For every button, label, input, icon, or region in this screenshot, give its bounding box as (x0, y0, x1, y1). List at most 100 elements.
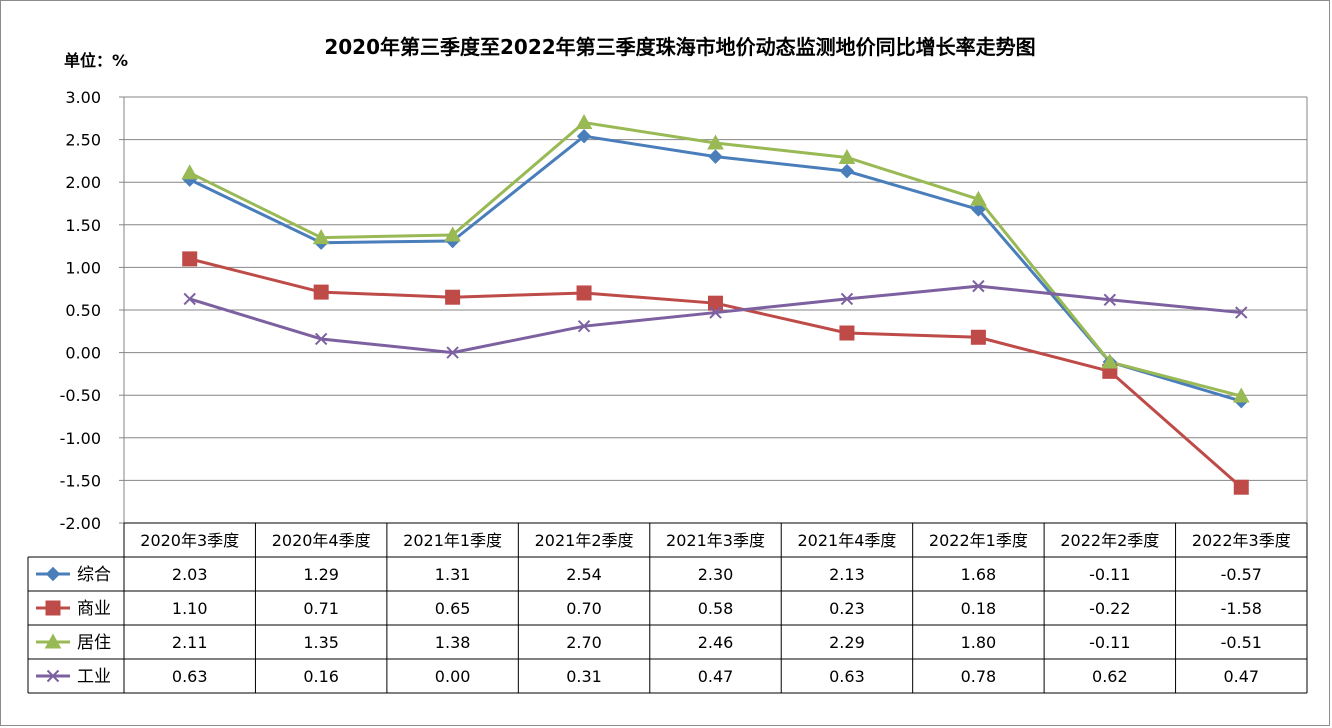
series-name: 工业 (77, 667, 111, 687)
series-markers (181, 114, 1250, 495)
table-cell: 0.63 (829, 667, 865, 686)
data-point (182, 251, 198, 267)
data-point (1101, 353, 1119, 369)
data-point (972, 279, 985, 293)
category-label: 2021年2季度 (535, 531, 634, 550)
legend-key-marker (45, 566, 61, 582)
chart-title: 2020年第三季度至2022年第三季度珠海市地价动态监测地价同比增长率走势图 (324, 35, 1035, 59)
y-tick-label: 2.50 (65, 131, 101, 150)
data-point (313, 284, 329, 300)
table-cell: 2.30 (698, 565, 734, 584)
data-point (314, 332, 328, 346)
category-label: 2020年3季度 (140, 531, 239, 550)
marker-stroke (1235, 306, 1248, 319)
table-cell: 0.71 (303, 599, 339, 618)
table-cell: -0.22 (1089, 599, 1130, 618)
table-cell: 0.70 (566, 599, 602, 618)
y-tick-label: 0.50 (65, 301, 101, 320)
data-point (1235, 306, 1248, 319)
unit-label: 单位：% (64, 51, 128, 70)
data-point (446, 346, 459, 359)
data-point (575, 114, 593, 130)
data-point (708, 149, 723, 164)
legend-key-marker (45, 600, 61, 616)
y-tick-label: 2.00 (65, 173, 101, 192)
category-label: 2021年4季度 (797, 531, 896, 550)
category-label: 2022年2季度 (1060, 531, 1159, 550)
y-tick-label: -1.00 (60, 429, 101, 448)
series-name: 综合 (77, 565, 111, 585)
data-point (576, 128, 592, 144)
data-point (445, 289, 461, 305)
marker-stroke (1103, 293, 1117, 306)
marker-stroke (446, 346, 459, 359)
table-cell: 0.16 (303, 667, 339, 686)
data-point (707, 134, 724, 150)
table-cell: 0.23 (829, 599, 865, 618)
table-cell: 0.62 (1092, 667, 1128, 686)
category-label: 2022年1季度 (929, 531, 1028, 550)
y-tick-label: 3.00 (65, 88, 101, 107)
table-cell: 1.31 (435, 565, 471, 584)
data-table: 2020年3季度 2020年4季度 2021年1季度 2021年2季度 2021年3季度… (27, 522, 1308, 694)
y-tick-label: -2.00 (60, 514, 101, 533)
marker-stroke (183, 292, 196, 306)
data-point (970, 190, 987, 206)
y-axis-ticks: 3.00 2.50 2.00 1.50 1.00 0.50 0.00 -0.50 -1.00 -1… (60, 88, 101, 533)
category-label: 2021年3季度 (666, 531, 765, 550)
marker-stroke (972, 279, 985, 293)
table-cell: 1.29 (303, 565, 339, 584)
table-cell: -0.51 (1221, 633, 1262, 652)
data-point (312, 229, 330, 245)
marker-stroke (709, 306, 722, 319)
table-cell: 0.31 (566, 667, 602, 686)
table-cell: 0.58 (698, 599, 734, 618)
series-name: 居住 (77, 633, 111, 653)
data-point (970, 329, 986, 345)
category-label: 2022年3季度 (1192, 531, 1291, 550)
legend-key-marker (44, 633, 62, 649)
table-cell: 2.11 (172, 633, 208, 652)
table-cell: -0.57 (1221, 565, 1262, 584)
table-cell: 2.46 (698, 633, 734, 652)
table-cell: 2.29 (829, 633, 865, 652)
table-cell: 2.70 (566, 633, 602, 652)
table-cell: 0.18 (961, 599, 997, 618)
table-cell: 0.00 (435, 667, 471, 686)
data-point (577, 319, 591, 333)
data-point (840, 292, 854, 306)
table-cell: 1.68 (961, 565, 997, 584)
table-cell: 0.63 (172, 667, 208, 686)
series-line-1 (189, 257, 1243, 489)
table-cell: -0.11 (1089, 633, 1130, 652)
table-cell: 1.80 (961, 633, 997, 652)
data-point (971, 202, 986, 217)
data-point (838, 148, 856, 164)
table-cell: -0.11 (1089, 565, 1130, 584)
table-cell: 0.47 (1223, 667, 1259, 686)
table-cell: 2.54 (566, 565, 602, 584)
y-tick-label: -1.50 (60, 471, 101, 490)
table-cell: 1.38 (435, 633, 471, 652)
table-cell: 0.78 (961, 667, 997, 686)
table-cell: 1.35 (303, 633, 339, 652)
y-tick-label: 1.00 (65, 258, 101, 277)
table-cell: 2.13 (829, 565, 865, 584)
series-name: 商业 (77, 599, 111, 619)
data-point (444, 226, 461, 242)
y-tick-label: 1.50 (65, 216, 101, 235)
table-cell: 1.10 (172, 599, 208, 618)
y-tick-label: -0.50 (60, 386, 101, 405)
marker-stroke (577, 319, 591, 333)
category-label: 2020年4季度 (272, 531, 371, 550)
data-point (1233, 479, 1249, 495)
y-tick-label: 0.00 (65, 344, 101, 363)
data-point (183, 292, 196, 306)
data-point (181, 164, 199, 180)
data-point (1103, 293, 1117, 306)
data-point (576, 285, 592, 301)
table-cell: 0.47 (698, 667, 734, 686)
legend-key-marker (46, 669, 60, 683)
marker-stroke (840, 292, 854, 306)
